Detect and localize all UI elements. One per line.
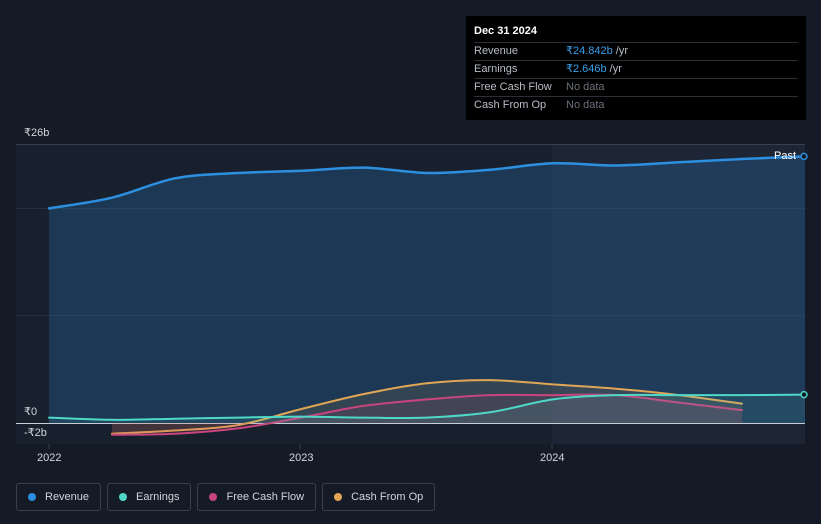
legend-dot-icon (209, 493, 218, 501)
x-tick-label-2024: 2024 (540, 452, 565, 464)
tooltip-value: No data (566, 99, 605, 111)
series-area-cash-from-op (112, 380, 742, 434)
legend-label: Earnings (136, 491, 180, 503)
series-endpoint-earnings (800, 390, 808, 399)
tooltip-unit: /yr (615, 45, 628, 57)
series-layer (47, 152, 808, 436)
tooltip-row-cash-from-op: Cash From Op No data (474, 96, 798, 114)
legend-label: Free Cash Flow (226, 491, 305, 503)
tooltip-label: Cash From Op (474, 99, 547, 111)
legend-dot-icon (334, 493, 343, 501)
tooltip-date: Dec 31 2024 (474, 25, 537, 37)
tooltip-value: No data (566, 81, 605, 93)
series-endpoint-revenue (800, 152, 808, 161)
legend-dot-icon (119, 493, 128, 501)
series-line-free-cash-flow (111, 393, 743, 436)
legend-label: Cash From Op (351, 491, 424, 503)
y-tick-label-top: ₹26b (24, 127, 50, 139)
y-tick-label-bottom: -₹2b (24, 427, 47, 439)
legend-dot-icon (28, 493, 36, 501)
legend-label: Revenue (45, 491, 90, 503)
y-tick-label-zero: ₹0 (24, 406, 38, 418)
tooltip-value: ₹2.646b (566, 63, 607, 75)
tooltip-row-free-cash-flow: Free Cash Flow No data (474, 78, 798, 96)
tooltip-value: ₹24.842b (566, 45, 613, 57)
series-area-revenue (49, 156, 805, 423)
legend-item-cash-from-op[interactable]: Cash From Op (322, 483, 436, 511)
legend-item-revenue[interactable]: Revenue (16, 483, 102, 511)
series-line-revenue (47, 155, 807, 210)
legend-item-earnings[interactable]: Earnings (107, 483, 192, 511)
x-tick-label-2022: 2022 (37, 452, 62, 464)
series-area-earnings (49, 394, 805, 423)
chart-legend: Revenue Earnings Free Cash Flow Cash Fro… (16, 483, 436, 511)
tooltip-row-revenue: Revenue ₹24.842b /yr (474, 42, 798, 60)
series-line-cash-from-op (111, 379, 743, 435)
tooltip-label: Revenue (474, 45, 519, 57)
series-line-earnings (48, 393, 806, 421)
series-area-free-cash-flow (112, 394, 742, 435)
tooltip-label: Earnings (474, 63, 518, 75)
legend-item-free-cash-flow[interactable]: Free Cash Flow (197, 483, 317, 511)
x-tick-label-2023: 2023 (289, 452, 314, 464)
data-tooltip: Dec 31 2024 Revenue ₹24.842b /yr Earning… (466, 16, 806, 120)
tooltip-unit: /yr (609, 63, 622, 75)
tooltip-row-earnings: Earnings ₹2.646b /yr (474, 60, 798, 78)
tooltip-label: Free Cash Flow (474, 81, 552, 93)
past-label: Past (774, 150, 797, 162)
